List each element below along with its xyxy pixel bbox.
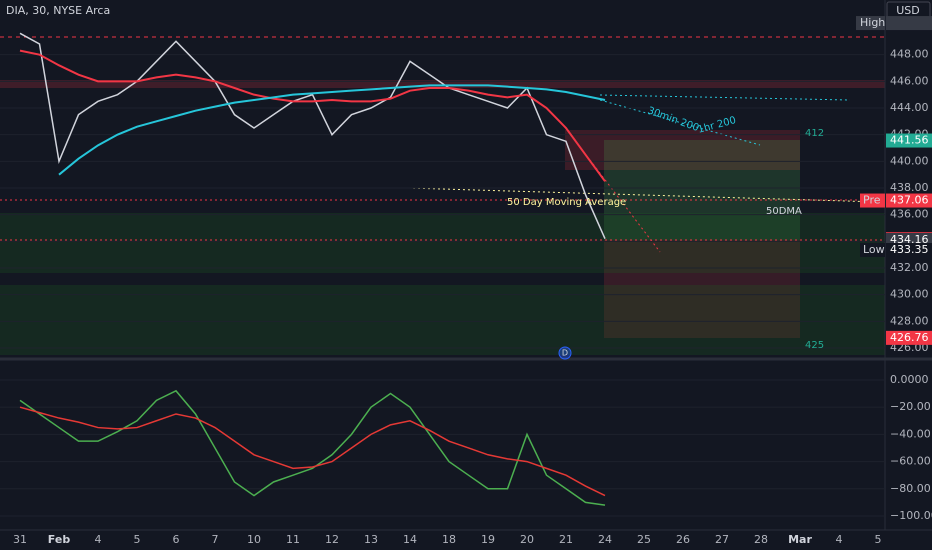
price-tag	[860, 243, 885, 257]
x-tick-label: 11	[286, 533, 300, 546]
x-tick-label: 10	[247, 533, 261, 546]
price-tag	[860, 193, 885, 208]
y-tick-label: 446.00	[890, 74, 929, 87]
x-tick-label: 24	[598, 533, 612, 546]
y-tick-label: −100.00	[890, 509, 932, 522]
x-tick-label: 6	[173, 533, 180, 546]
projection	[589, 159, 661, 253]
x-tick-label: 28	[754, 533, 768, 546]
x-tick-label: 21	[559, 533, 573, 546]
x-tick-label: 20	[520, 533, 534, 546]
y-tick-label: 438.00	[890, 181, 929, 194]
y-tick-label: 0.0000	[890, 373, 929, 386]
x-tick-label: 12	[325, 533, 339, 546]
price-marker	[886, 16, 932, 31]
price-marker-label: 434.16	[890, 233, 929, 246]
price-marker-label: 426.76	[890, 331, 929, 344]
annotation: 425	[805, 340, 824, 351]
price-tag	[856, 16, 885, 31]
price-marker	[886, 330, 932, 345]
price-marker	[886, 243, 932, 257]
x-tick-label: 4	[836, 533, 843, 546]
chart-title: DIA, 30, NYSE Arca	[6, 4, 110, 17]
y-tick-label: −40.00	[890, 427, 931, 440]
line	[19, 389, 606, 506]
projection	[407, 187, 881, 203]
currency[interactable]: USD	[896, 4, 920, 17]
line	[19, 49, 606, 182]
annotation: D	[562, 349, 568, 358]
y-tick-label: 428.00	[890, 314, 929, 327]
price-tag-label: High	[860, 16, 885, 29]
x-tick-label: Feb	[48, 533, 71, 546]
zone	[604, 140, 800, 240]
x-tick-label: 19	[481, 533, 495, 546]
line	[58, 84, 606, 176]
y-tick-label: 448.00	[890, 48, 929, 61]
y-tick-label: 436.00	[890, 208, 929, 221]
y-tick-label: 432.00	[890, 261, 929, 274]
price-marker	[886, 133, 932, 148]
projection	[599, 94, 851, 101]
y-tick-label: −80.00	[890, 482, 931, 495]
x-tick-label: 5	[875, 533, 882, 546]
x-tick-label: 7	[212, 533, 219, 546]
price-marker-label: 433.35	[890, 243, 929, 256]
x-tick-label: 14	[403, 533, 417, 546]
y-tick-label: 444.00	[890, 101, 929, 114]
x-tick-label: Mar	[788, 533, 812, 546]
x-tick-label: 25	[637, 533, 651, 546]
marker	[558, 346, 572, 360]
zone	[565, 130, 800, 170]
y-tick-label: −60.00	[890, 455, 931, 468]
annotation: 50 Day Moving Average	[507, 197, 626, 208]
price-marker-label: 437.06	[890, 194, 929, 207]
x-tick-label: 5	[134, 533, 141, 546]
zone	[0, 213, 885, 273]
y-tick-label: 440.00	[890, 154, 929, 167]
line	[19, 32, 606, 239]
y-tick-label: −20.00	[890, 400, 931, 413]
price-marker	[886, 193, 932, 208]
x-tick-label: 31	[13, 533, 27, 546]
zone	[0, 285, 885, 355]
x-tick-label: 27	[715, 533, 729, 546]
x-tick-label: 18	[442, 533, 456, 546]
y-tick-label: 430.00	[890, 288, 929, 301]
x-tick-label: 13	[364, 533, 378, 546]
annotation: 412	[805, 128, 824, 139]
annotation: 50DMA	[766, 206, 802, 217]
price-marker-label: 441.56	[890, 134, 929, 147]
price-tag-label: Low	[863, 243, 885, 256]
price-tag-label: Pre	[863, 194, 881, 207]
x-tick-label: 4	[95, 533, 102, 546]
line	[19, 406, 606, 497]
x-tick-label: 26	[676, 533, 690, 546]
